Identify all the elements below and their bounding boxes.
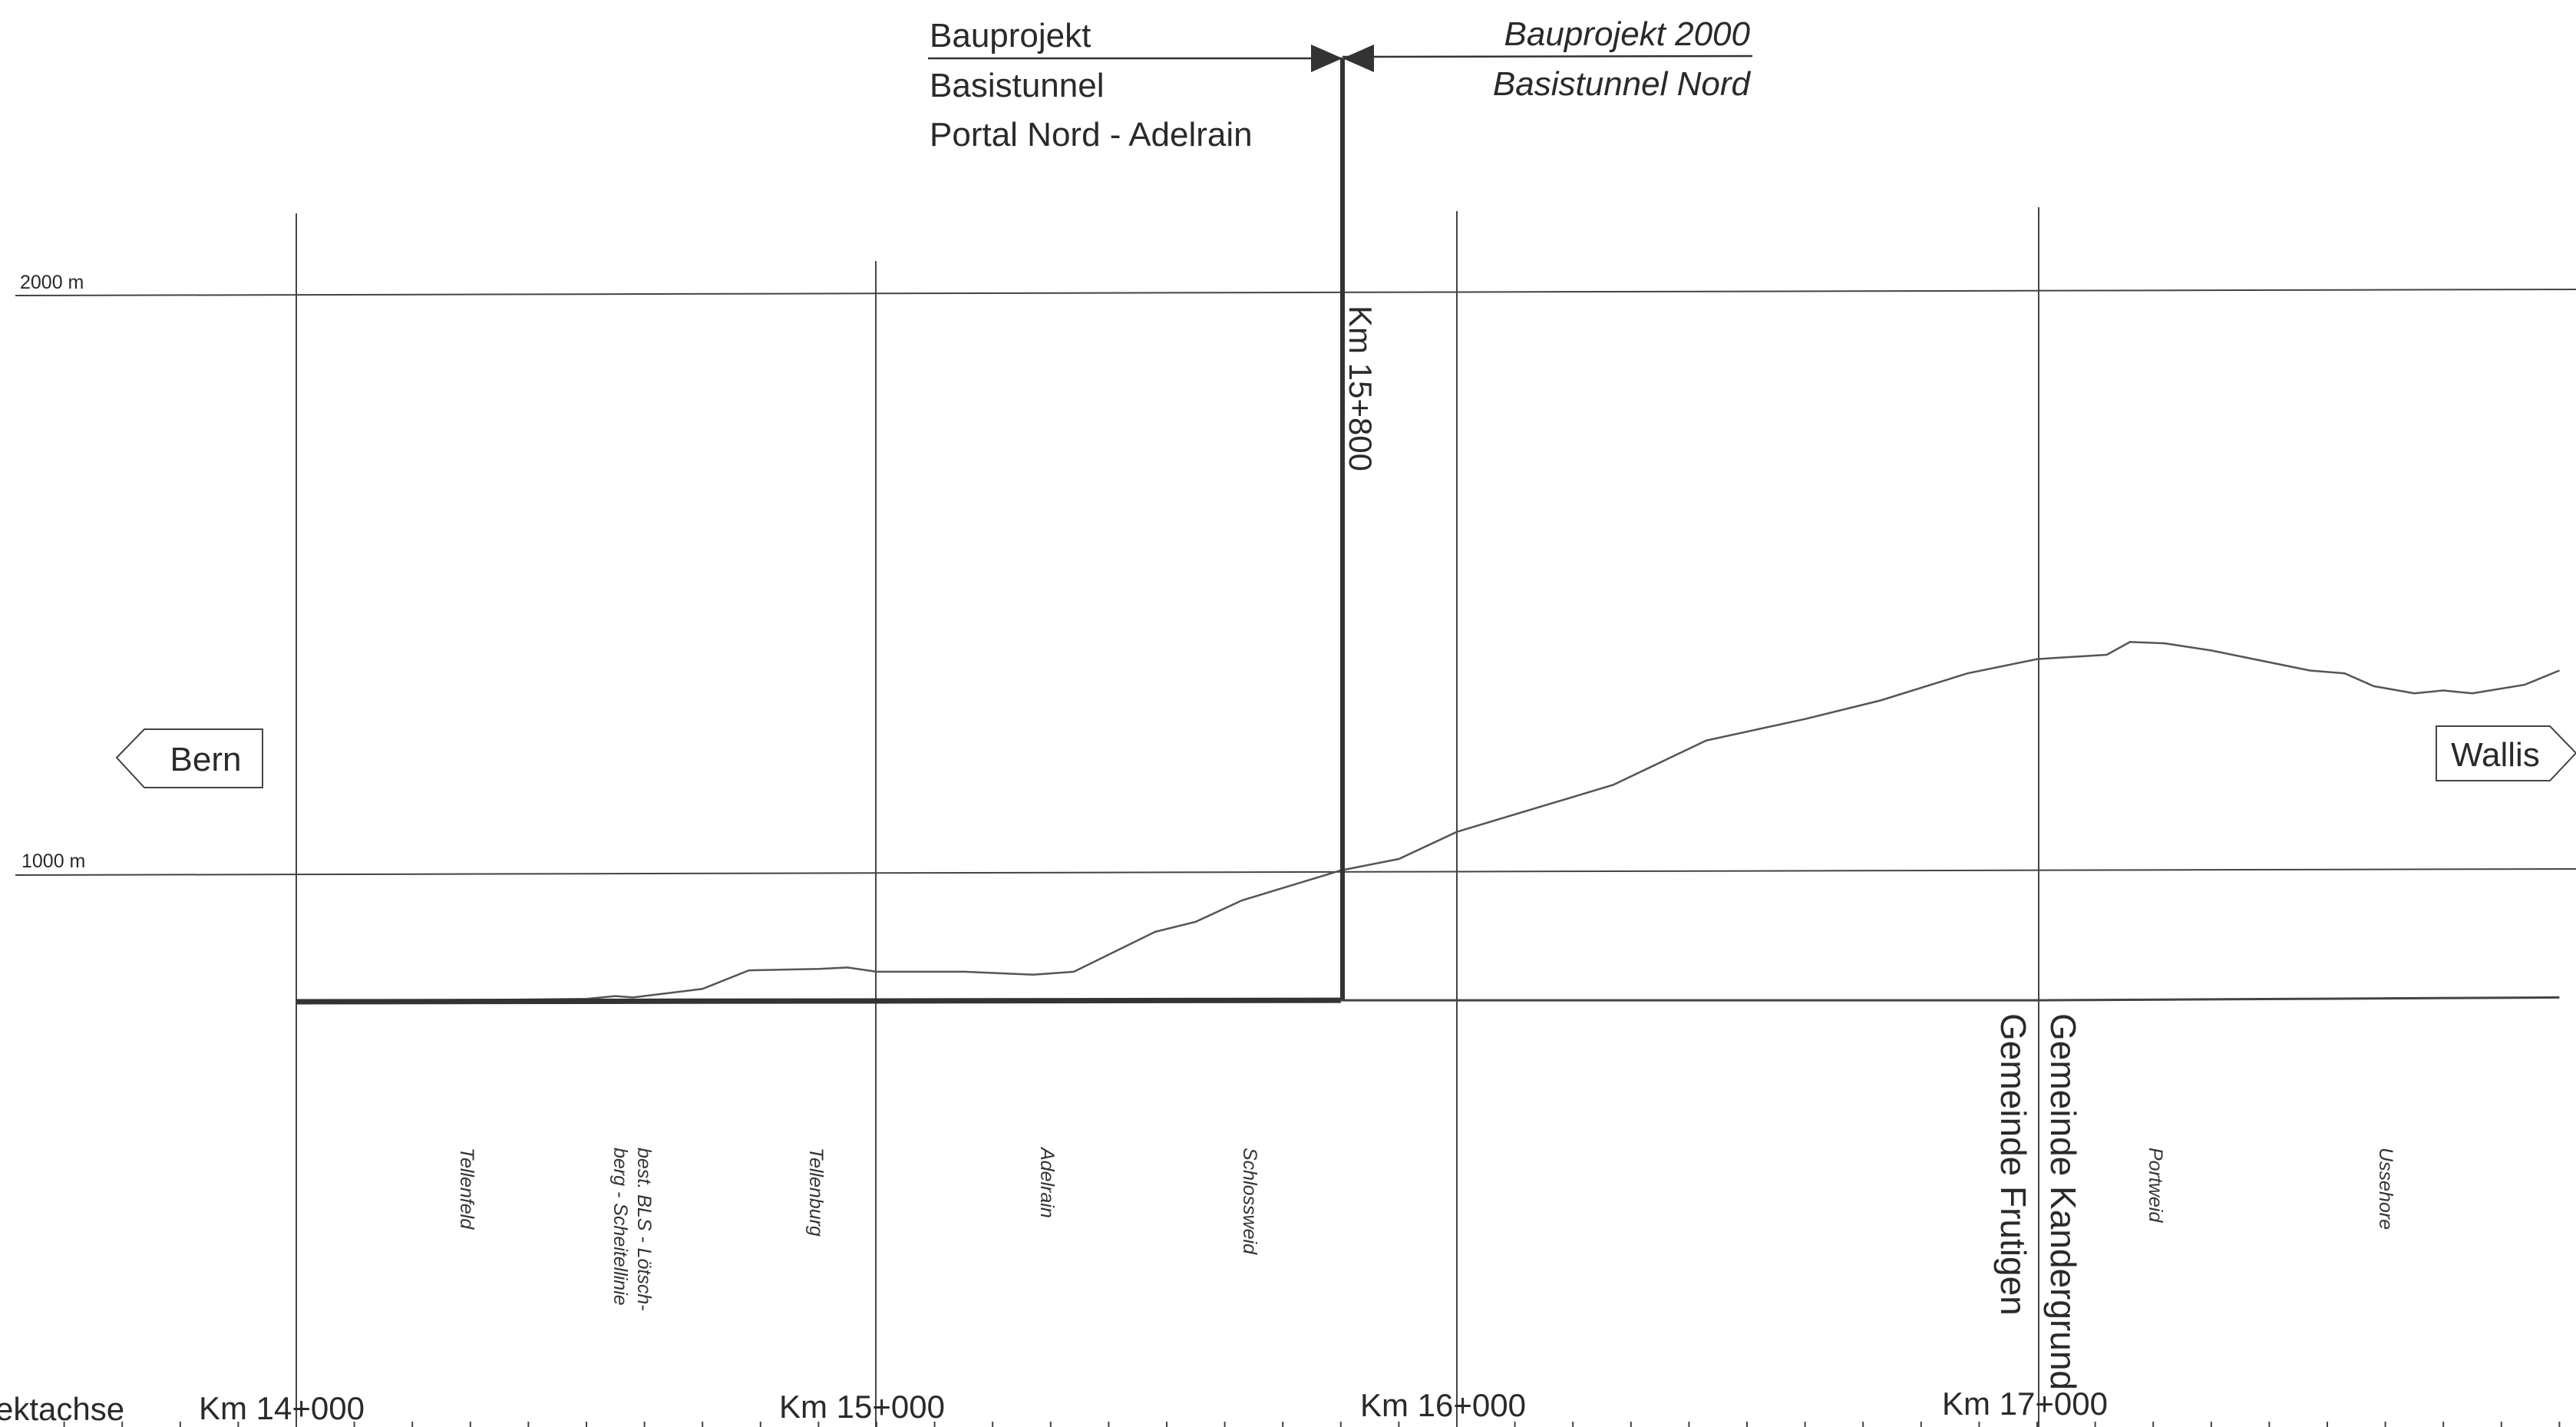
tunnel-line-bauprojekt-2000 — [1340, 996, 2560, 1002]
header-left-line-3: Portal Nord - Adelrain — [930, 116, 1253, 154]
place-label-adelrain: Adelrain — [1036, 1146, 1058, 1218]
boundary-arrow-right — [1342, 45, 1374, 72]
gridline-2000m — [15, 289, 2576, 296]
municipality-kandergrund: Gemeinde Kandergrund — [2043, 1013, 2083, 1390]
km-label-16: Km 16+000 — [1360, 1387, 1526, 1423]
header-right-line-2: Basistunnel Nord — [1493, 65, 1752, 103]
header-left-line-1: Bauprojekt — [930, 17, 1091, 55]
direction-arrow-bern — [115, 728, 263, 788]
place-label-bls-line-1: best. BLS - Lötsch- — [633, 1148, 655, 1311]
direction-label-bern: Bern — [170, 741, 242, 778]
boundary-km-label: Km 15+800 — [1342, 306, 1379, 471]
km-label-17: Km 17+000 — [1942, 1386, 2108, 1422]
direction-arrow-wallis — [2436, 725, 2576, 781]
gridline-1000m — [15, 868, 2576, 876]
place-label-bls-line-2: berg - Scheitellinie — [609, 1148, 631, 1306]
place-label-schlossweid: Schlossweid — [1239, 1148, 1260, 1255]
elevation-label-2000: 2000 m — [20, 272, 84, 293]
axis-title: ektachse — [0, 1391, 124, 1427]
boundary-arrow-left — [1311, 45, 1342, 72]
direction-label-wallis: Wallis — [2451, 736, 2540, 774]
place-label-ussehore: Ussehore — [2375, 1148, 2396, 1230]
header-left-line-2: Basistunnel — [930, 67, 1104, 104]
header-rule-right — [1342, 55, 1753, 58]
terrain-profile-line — [296, 641, 2560, 1003]
axis-tick-marks — [63, 1422, 2561, 1427]
place-label-portweid: Portweid — [2145, 1148, 2166, 1223]
header-right-line-1: Bauprojekt 2000 — [1504, 15, 1751, 53]
elevation-label-1000: 1000 m — [21, 851, 85, 872]
tunnel-line-bauprojekt — [296, 997, 1341, 1005]
km-label-15: Km 15+000 — [779, 1389, 945, 1425]
km-label-14: Km 14+000 — [199, 1390, 365, 1426]
place-label-tellenburg: Tellenburg — [805, 1148, 827, 1237]
municipality-frutigen: Gemeinde Frutigen — [1993, 1013, 2033, 1316]
place-label-tellenfeld: Tellenfeld — [456, 1148, 477, 1230]
